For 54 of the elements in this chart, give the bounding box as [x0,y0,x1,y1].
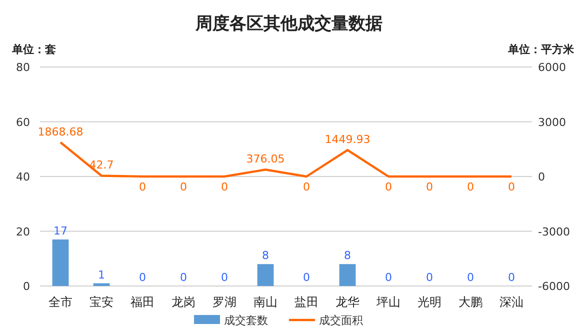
legend-label: 成交套数 [224,314,268,327]
y-tick-label: 40 [16,170,30,184]
data-label: 0 [426,271,433,284]
data-label: 0 [180,271,187,284]
data-label: 0 [467,180,474,194]
x-tick-label: 全市 [48,295,72,309]
x-tick-label: 宝安 [90,295,114,309]
data-label: 0 [180,180,187,194]
bar [52,239,69,286]
data-label: 0 [426,180,433,194]
data-label: 0 [221,271,228,284]
x-tick-label: 福田 [130,295,154,309]
chart-title: 周度各区其他成交量数据 [194,14,382,33]
x-tick-label: 罗湖 [212,295,236,309]
data-label: 0 [139,271,146,284]
data-label: 8 [262,249,269,262]
y2-tick-label: -3000 [538,225,570,238]
y2-tick-label: 3000 [538,116,566,129]
y-tick-label: 60 [16,116,30,129]
x-tick-label: 深汕 [500,295,524,309]
y2-axis-title: 单位：平方米 [507,43,575,56]
x-tick-label: 盐田 [294,295,318,309]
x-tick-label: 光明 [418,295,442,309]
data-label: 0 [139,180,146,194]
y-tick-label: 80 [16,61,30,74]
data-label: 0 [221,180,228,194]
data-label: 0 [385,180,392,194]
data-label: 1868.68 [38,125,84,138]
x-tick-label: 龙岗 [172,295,196,309]
data-label: 1449.93 [324,133,370,146]
y2-tick-label: 6000 [538,61,566,74]
y-tick-label: 0 [23,280,30,293]
data-label: 8 [344,249,351,262]
data-label: 42.7 [89,158,114,172]
data-label: 1 [98,268,105,282]
data-label: 0 [508,180,515,194]
data-label: 17 [54,224,68,238]
bar [339,264,356,286]
data-label: 0 [385,271,392,284]
bar [257,264,274,286]
data-label: 376.05 [246,152,285,166]
data-label: 0 [508,271,515,284]
x-tick-label: 大鹏 [458,295,482,309]
legend-label: 成交面积 [319,314,363,327]
data-label: 0 [303,271,310,284]
y2-tick-label: -6000 [538,280,570,293]
data-label: 0 [467,271,474,284]
y2-tick-label: 0 [538,170,545,184]
x-tick-label: 龙华 [336,295,360,309]
y-axis-title: 单位：套 [11,43,56,56]
data-label: 0 [303,180,310,194]
y-tick-label: 20 [16,225,30,238]
x-tick-label: 南山 [254,295,278,309]
x-tick-label: 坪山 [376,295,400,309]
